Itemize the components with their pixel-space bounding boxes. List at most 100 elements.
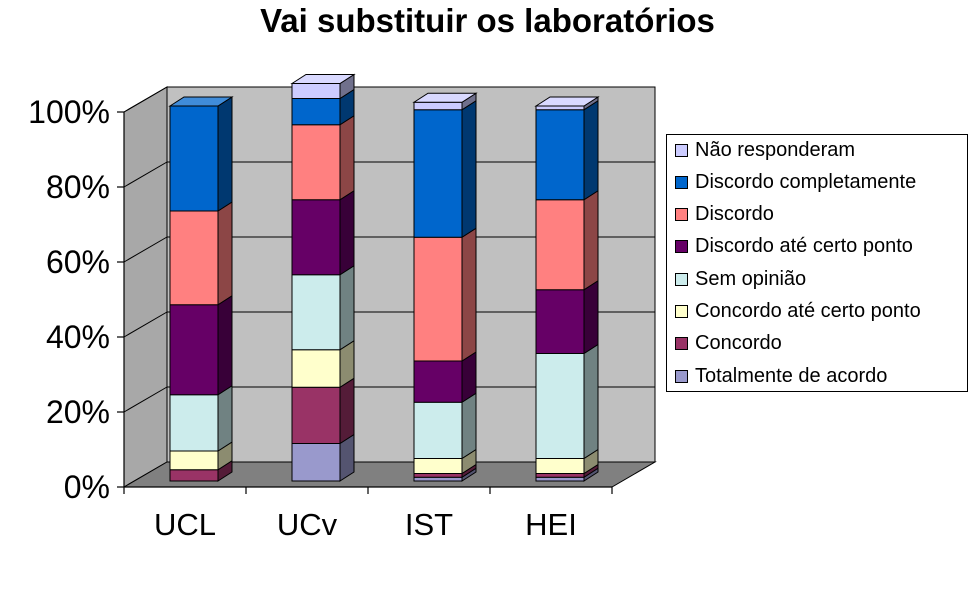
gridline [123, 311, 168, 338]
bar-segment-side [583, 189, 599, 291]
legend-item: Concordo [675, 331, 782, 357]
bar-segment-side [339, 189, 355, 276]
side-wall [123, 86, 168, 488]
legend-swatch [675, 272, 688, 286]
bar-segment-side [217, 96, 233, 212]
bar-segment-front [291, 274, 341, 351]
y-tick-label: 0% [64, 469, 110, 505]
bar-segment-front [413, 109, 463, 238]
bar-HEI [534, 96, 600, 482]
bar-segment-front [535, 289, 585, 354]
legend-item: Não responderam [675, 137, 855, 163]
bar-segment [413, 99, 477, 239]
bar-segment-side [461, 392, 477, 460]
legend-label: Discordo completamente [695, 170, 917, 193]
bar-segment-side [339, 114, 355, 201]
bar-segment-front [291, 199, 341, 276]
bar-segment-front [413, 101, 463, 111]
bar-top [290, 74, 356, 84]
y-tick-label: 60% [46, 244, 110, 280]
bar-segment-front [291, 83, 341, 99]
legend-label: Concordo [695, 332, 782, 355]
bar-segment [291, 264, 355, 351]
bar-segment-side [217, 201, 233, 306]
bar-top [412, 92, 478, 103]
legend-label: Não responderam [695, 138, 856, 161]
legend-item: Concordo até certo ponto [675, 299, 921, 325]
bar-segment-front [535, 353, 585, 459]
bar-segment [291, 114, 355, 201]
legend: Não responderam Discordo completamente Dis… [666, 134, 968, 392]
bar-segment-side [583, 343, 599, 460]
bar-segment [535, 189, 599, 291]
bar-segment [291, 433, 355, 482]
bar-segment-front [291, 386, 341, 444]
bar-segment-front [169, 394, 219, 452]
gridline [123, 236, 168, 263]
legend-label: Concordo até certo ponto [695, 300, 921, 322]
bar-segment [535, 279, 599, 355]
legend-item: Sem opinião [675, 266, 806, 292]
bar-top [534, 96, 600, 107]
bar-segment-front [413, 236, 463, 362]
legend-swatch [675, 337, 688, 351]
legend-swatch [675, 143, 688, 157]
bar-segment [169, 384, 233, 452]
bar-segment [413, 392, 477, 460]
bar-segment-side [217, 294, 233, 396]
bar-segment-side [339, 377, 355, 445]
bar-segment-front [169, 450, 219, 471]
chart-walls [122, 86, 657, 488]
bar-segment-front [413, 473, 463, 478]
bar-segment-front [169, 469, 219, 482]
gridline [123, 86, 168, 113]
legend-item: Totalmente de acordo [675, 363, 887, 389]
legend-label: Discordo até certo ponto [695, 235, 913, 258]
bar-segment [535, 343, 599, 460]
x-tick-label: UCL [154, 507, 216, 542]
y-tick-label: 100% [28, 94, 110, 130]
bar-segment [291, 339, 355, 389]
legend-label: Sem opinião [695, 267, 807, 290]
bar-segment-side [217, 384, 233, 452]
legend-swatch [675, 240, 688, 254]
bar-segment-side [583, 99, 599, 201]
legend-item: Discordo completamente [675, 169, 916, 195]
bar-segment-front [535, 473, 585, 478]
bar-segment-front [535, 476, 585, 482]
y-tick-label: 40% [46, 319, 110, 355]
bar-segment-front [535, 105, 585, 111]
bar-segment-front [291, 98, 341, 126]
bar-segment [169, 294, 233, 396]
legend-swatch [675, 369, 688, 383]
bar-segment [169, 201, 233, 306]
bar-segment-front [413, 476, 463, 482]
bar-segment-side [461, 99, 477, 239]
legend-label: Discordo [695, 203, 774, 226]
bar-UCv [290, 73, 356, 482]
x-tick-label: IST [405, 507, 453, 542]
bar-segment [413, 227, 477, 362]
x-tick-label: HEI [525, 507, 577, 542]
bar-segment-front [535, 109, 585, 201]
bar-top [168, 96, 234, 107]
bar-segment-front [413, 458, 463, 474]
axes: 0% 20% 40% 60% 80% 100% UCL UCv IST HEI [28, 94, 613, 542]
bar-segment-front [535, 458, 585, 474]
legend-swatch [675, 305, 688, 318]
bar-segment [291, 377, 355, 445]
bar-UCL [168, 96, 234, 482]
bar-segment-front [291, 349, 341, 388]
bar-segment [169, 96, 233, 212]
bar-segment-front [169, 210, 219, 306]
bar-segment-front [291, 124, 341, 201]
bar-segment [291, 88, 355, 126]
bar-segment-front [291, 443, 341, 482]
bar-segment [535, 99, 599, 201]
bar-segment-front [169, 105, 219, 212]
chart-title: Vai substituir os laboratórios [260, 2, 715, 39]
gridline [123, 161, 168, 188]
bar-segment-front [413, 401, 463, 459]
bar-segment [291, 189, 355, 276]
bars [168, 73, 600, 482]
